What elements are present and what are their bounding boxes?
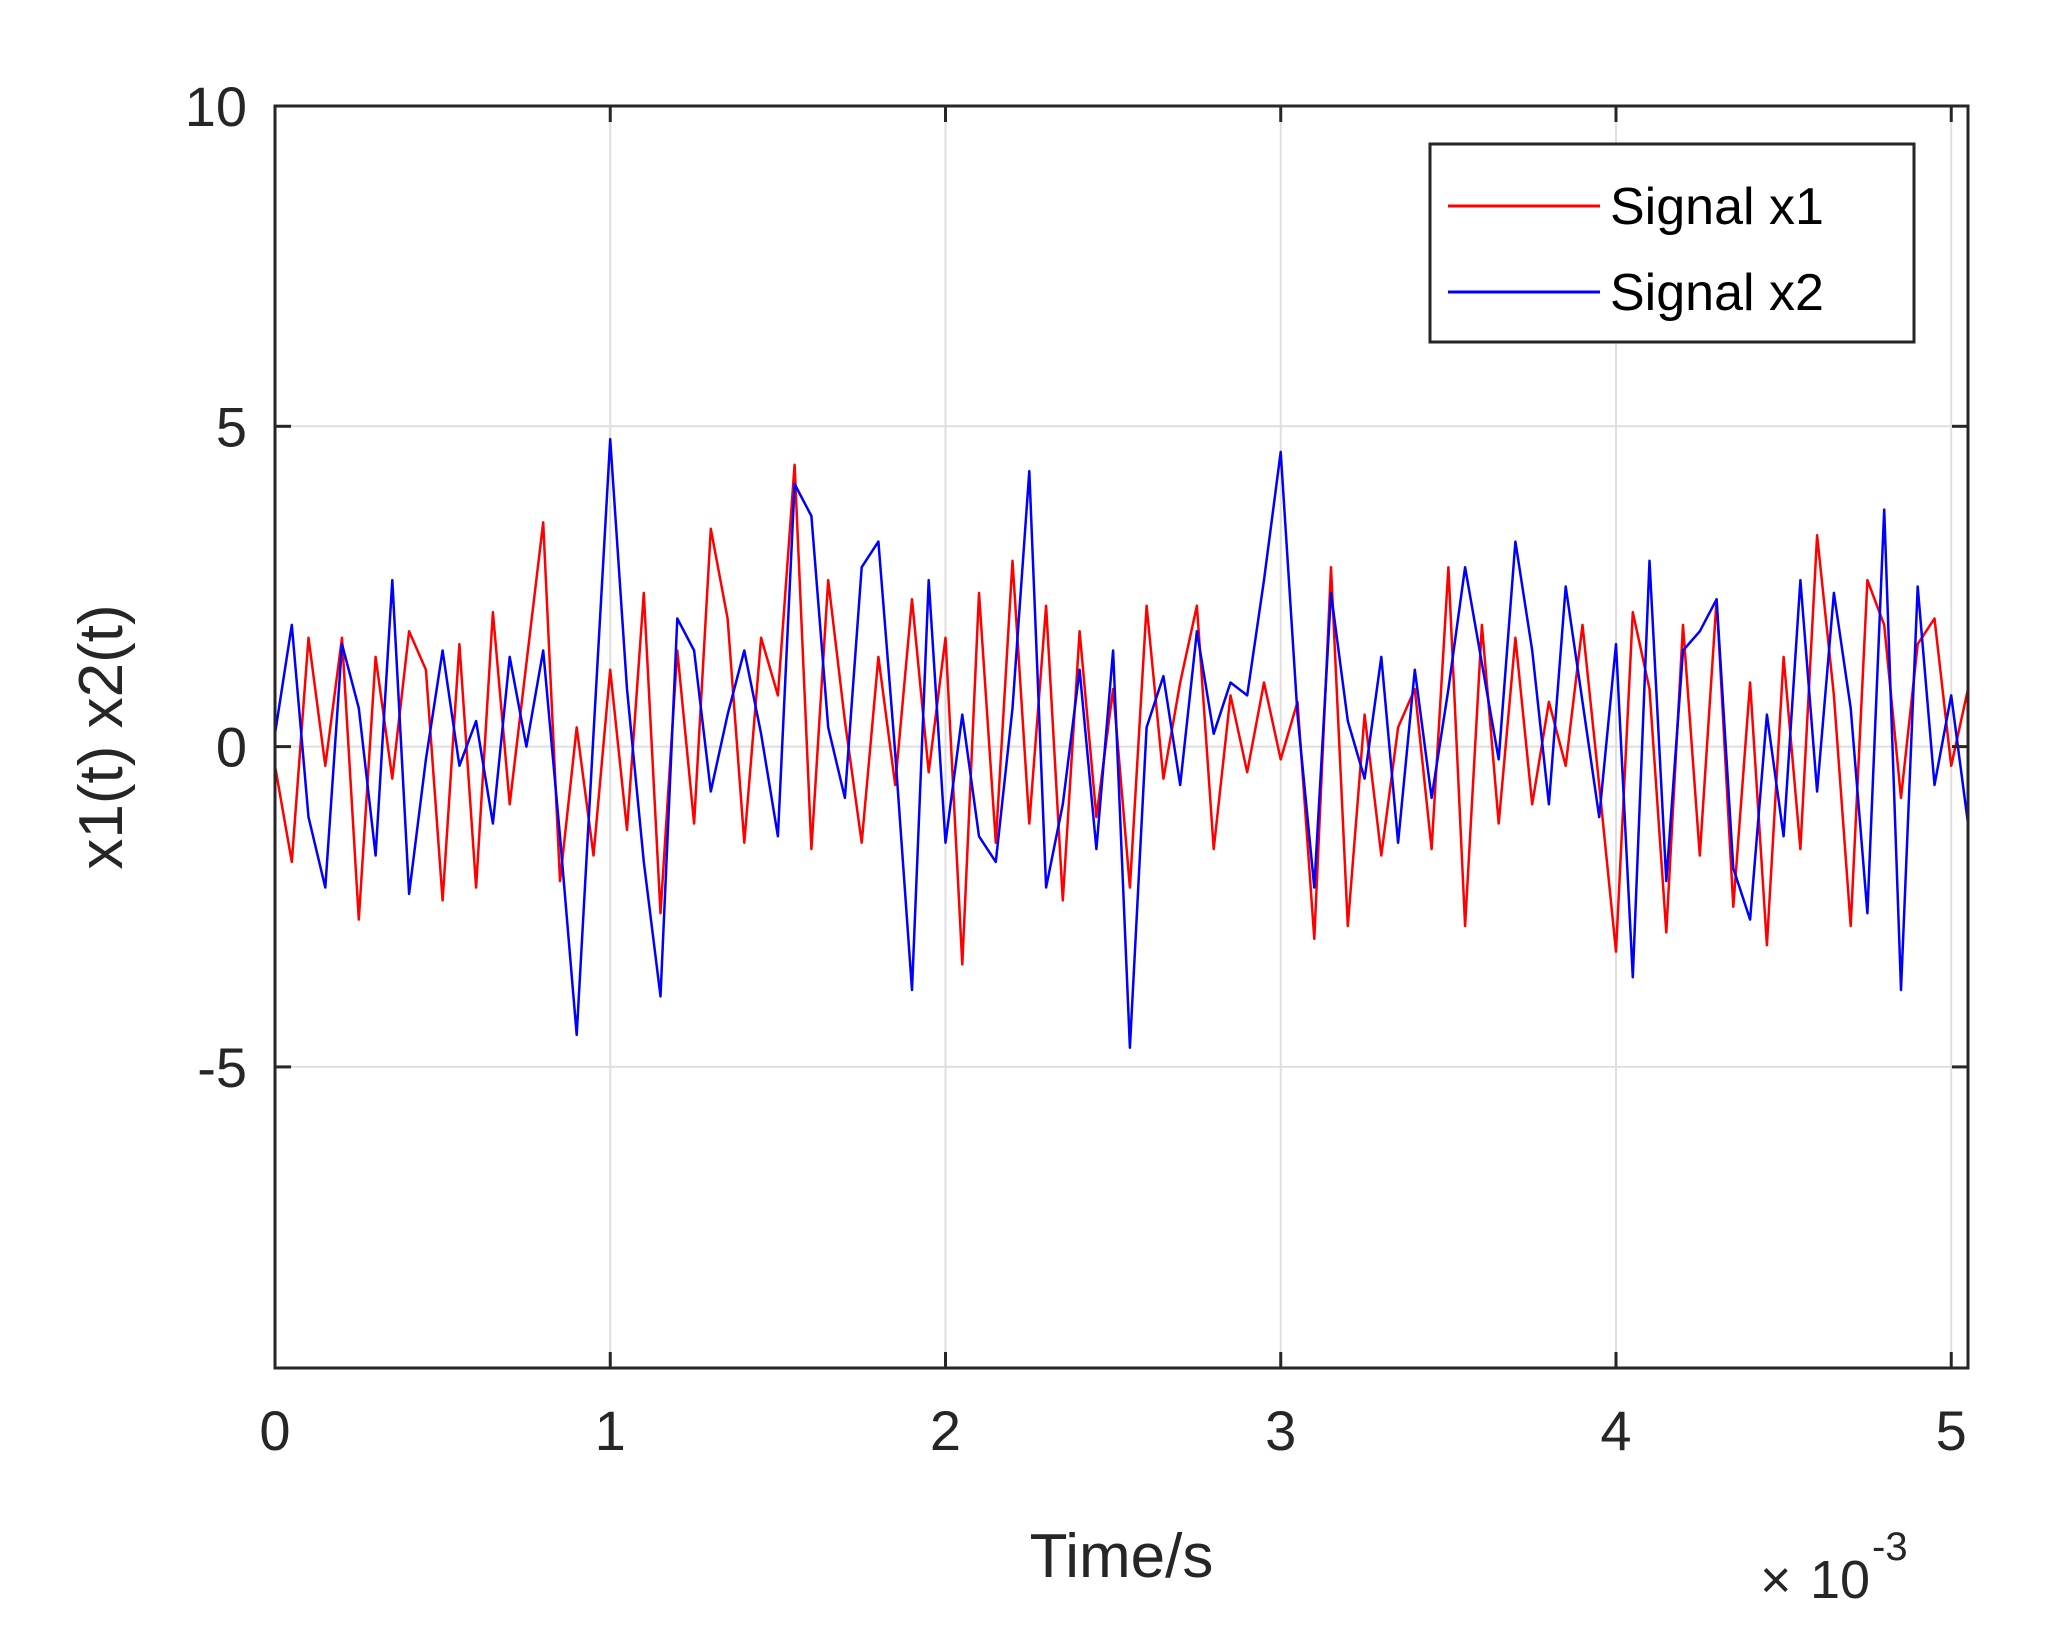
x-tick-label: 4 <box>1600 1399 1631 1462</box>
y-tick-label: 0 <box>216 716 247 779</box>
x-tick-labels: 0 1 2 3 4 5 <box>259 1399 1966 1462</box>
plot-frame <box>273 104 1970 1370</box>
series-lines <box>273 437 1970 1049</box>
multiplier-base: 10 <box>1810 1550 1870 1610</box>
x-tick-label: 1 <box>595 1399 626 1462</box>
multiplier-times-sign: × <box>1760 1550 1792 1610</box>
y-tick-label: 10 <box>185 75 247 138</box>
multiplier-exponent: -3 <box>1872 1525 1908 1569</box>
series-line-signal-x1 <box>273 463 1970 966</box>
x-tick-label: 5 <box>1936 1399 1967 1462</box>
x-tick-label: 2 <box>930 1399 961 1462</box>
x-axis-label: Time/s <box>1030 1522 1214 1591</box>
legend-label-signal-x2: Signal x2 <box>1610 264 1824 322</box>
axis-ticks <box>273 104 1968 1368</box>
y-tick-label: -5 <box>197 1036 247 1099</box>
x-axis-multiplier: × 10 -3 <box>1760 1525 1908 1610</box>
legend: Signal x1 Signal x2 <box>1428 142 1916 344</box>
legend-box <box>1428 142 1916 344</box>
series-line-signal-x2 <box>273 437 1970 1049</box>
y-tick-labels: -5 0 5 10 <box>185 75 247 1099</box>
y-tick-label: 5 <box>216 395 247 458</box>
x-tick-label: 0 <box>259 1399 290 1462</box>
x-tick-label: 3 <box>1265 1399 1296 1462</box>
legend-label-signal-x1: Signal x1 <box>1610 178 1824 236</box>
y-axis-label: x1(t) x2(t) <box>67 604 136 869</box>
